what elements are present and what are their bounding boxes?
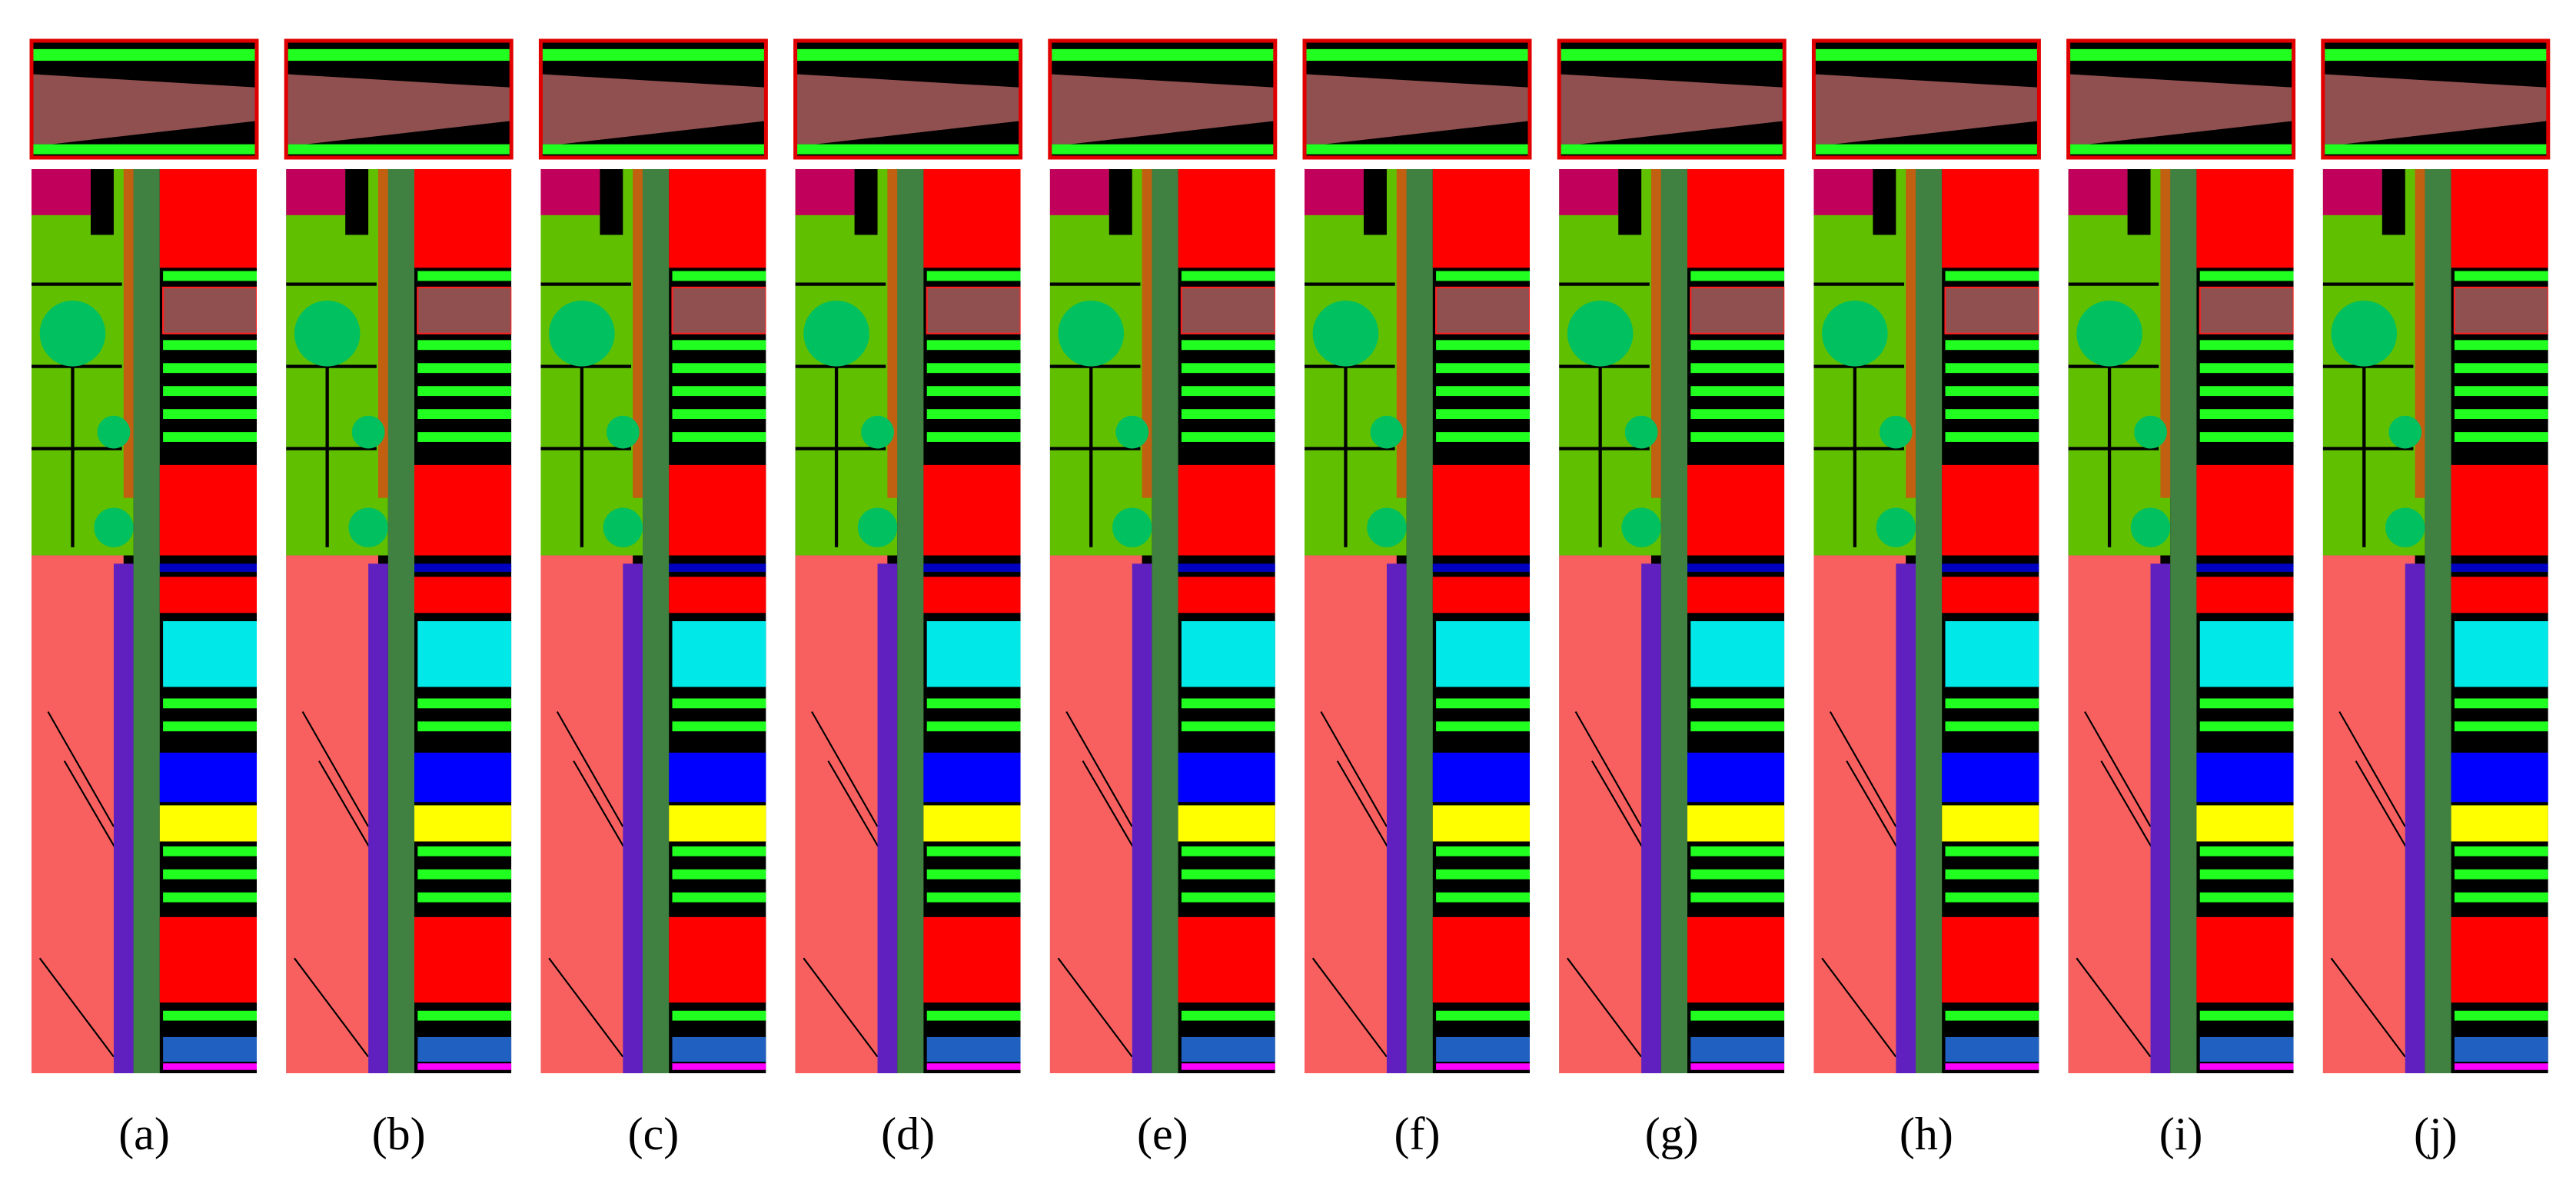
classification-map	[540, 169, 766, 1073]
zoom-border	[284, 38, 514, 160]
zoom-inset	[32, 41, 257, 158]
panel-caption: (i)	[2159, 1109, 2203, 1159]
zoom-inset	[1559, 41, 1785, 158]
classification-map	[796, 169, 1021, 1073]
zoom-border	[1811, 38, 2041, 160]
classification-map	[2069, 169, 2294, 1073]
classification-map	[2323, 169, 2548, 1073]
panel-caption: (c)	[628, 1109, 680, 1159]
zoom-inset	[1813, 41, 2039, 158]
panel-caption: (f)	[1394, 1109, 1441, 1159]
panel-caption: (a)	[118, 1109, 170, 1159]
classification-map	[1050, 169, 1275, 1073]
zoom-inset	[286, 41, 512, 158]
zoom-border	[29, 38, 259, 160]
panel-caption: (e)	[1137, 1109, 1188, 1159]
zoom-border	[538, 38, 768, 160]
zoom-border	[1557, 38, 1787, 160]
zoom-inset	[2322, 41, 2548, 158]
classification-map	[1305, 169, 1530, 1073]
zoom-border	[2321, 38, 2551, 160]
panel-caption: (b)	[372, 1109, 426, 1159]
zoom-border	[1048, 38, 1278, 160]
zoom-border	[793, 38, 1023, 160]
panel-caption: (j)	[2414, 1109, 2458, 1159]
zoom-inset	[795, 41, 1021, 158]
zoom-inset	[1049, 41, 1275, 158]
zoom-border	[1302, 38, 1532, 160]
panel-caption: (h)	[1900, 1109, 1953, 1159]
zoom-inset	[1305, 41, 1530, 158]
classification-map	[1813, 169, 2039, 1073]
panel-caption: (d)	[881, 1109, 935, 1159]
classification-map	[286, 169, 511, 1073]
panel-caption: (g)	[1645, 1109, 1699, 1159]
zoom-border	[2066, 38, 2296, 160]
classification-map	[32, 169, 257, 1073]
classification-map	[1559, 169, 1784, 1073]
zoom-inset	[2068, 41, 2294, 158]
zoom-inset	[540, 41, 766, 158]
